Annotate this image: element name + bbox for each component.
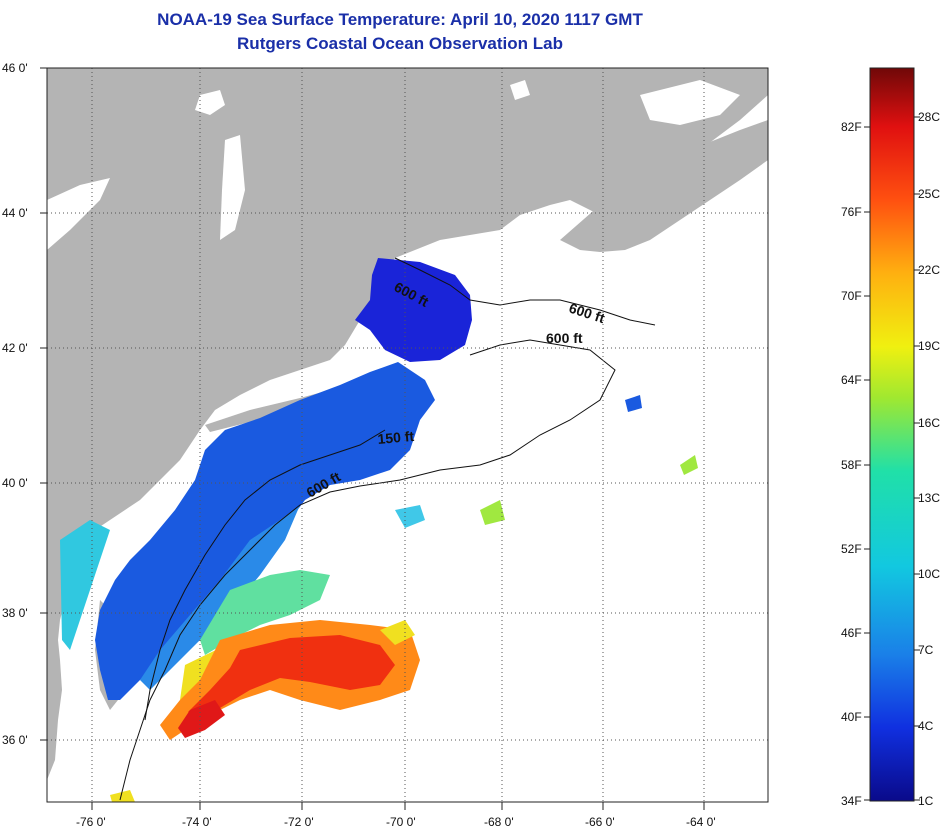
contour-label: 600 ft <box>546 330 583 346</box>
sst-gulf-of-maine-cold <box>355 258 472 362</box>
lon-label: -76 0' <box>76 815 106 829</box>
colorbar-label-c: 22C <box>918 263 940 277</box>
colorbar-label-f: 34F <box>841 794 862 808</box>
colorbar-label-c: 4C <box>918 719 934 733</box>
contour-600ft <box>394 257 656 326</box>
colorbar-label-c: 10C <box>918 567 940 581</box>
sst-offshore-patch <box>395 505 425 528</box>
sst-offshore-patch <box>625 395 642 412</box>
sst-warm-core <box>178 700 225 738</box>
graticule <box>47 68 768 802</box>
lake <box>510 80 530 100</box>
colorbar-label-f: 52F <box>841 542 862 556</box>
map-subtitle: Rutgers Coastal Ocean Observation Lab <box>237 34 563 53</box>
colorbar-label-f: 58F <box>841 458 862 472</box>
contour-150ft <box>144 429 386 721</box>
contour-label: 150 ft <box>377 428 415 447</box>
sst-offshore-patch <box>380 620 415 645</box>
lake <box>195 90 225 115</box>
sst-offshore-patch <box>110 790 135 802</box>
colorbar-ticks <box>864 116 920 801</box>
lon-label: -64 0' <box>686 815 716 829</box>
land-mainland <box>47 68 768 780</box>
colorbar-label-c: 28C <box>918 110 940 124</box>
land-nova-scotia <box>560 120 768 252</box>
sst-shelf-mid <box>140 505 300 690</box>
lake <box>47 178 110 250</box>
colorbar-label-c: 19C <box>918 339 940 353</box>
colorbar-label-f: 46F <box>841 626 862 640</box>
lake <box>640 80 740 125</box>
sst-slope-green <box>200 570 330 655</box>
colorbar-label-c: 13C <box>918 491 940 505</box>
lat-label: 40 0' <box>2 476 28 490</box>
lon-label: -66 0' <box>585 815 615 829</box>
colorbar-label-f: 64F <box>841 373 862 387</box>
land-long-island <box>205 390 330 432</box>
lat-label: 46 0' <box>2 61 28 75</box>
sst-offshore-patch <box>680 455 698 475</box>
sst-offshore-patch <box>480 500 505 525</box>
lat-label: 42 0' <box>2 341 28 355</box>
lon-label: -72 0' <box>284 815 314 829</box>
lon-label: -74 0' <box>182 815 212 829</box>
axis-ticks <box>40 67 705 810</box>
map-frame <box>46 67 769 803</box>
colorbar-label-f: 70F <box>841 289 862 303</box>
lake <box>220 135 245 240</box>
colorbar-label-c: 16C <box>918 416 940 430</box>
lat-label: 44 0' <box>2 206 28 220</box>
sst-nearshore-cyan <box>60 520 110 650</box>
colorbar-label-c: 25C <box>918 187 940 201</box>
colorbar <box>869 67 915 802</box>
sst-gulf-stream-red <box>188 635 395 720</box>
colorbar-label-c: 7C <box>918 643 934 657</box>
lon-label: -70 0' <box>386 815 416 829</box>
lat-label: 36 0' <box>2 733 28 747</box>
colorbar-label-f: 76F <box>841 205 862 219</box>
lon-label: -68 0' <box>484 815 514 829</box>
lat-label: 38 0' <box>2 606 28 620</box>
colorbar-label-f: 82F <box>841 120 862 134</box>
map-title: NOAA-19 Sea Surface Temperature: April 1… <box>157 10 643 29</box>
colorbar-label-f: 40F <box>841 710 862 724</box>
colorbar-label-c: 1C <box>918 794 934 808</box>
